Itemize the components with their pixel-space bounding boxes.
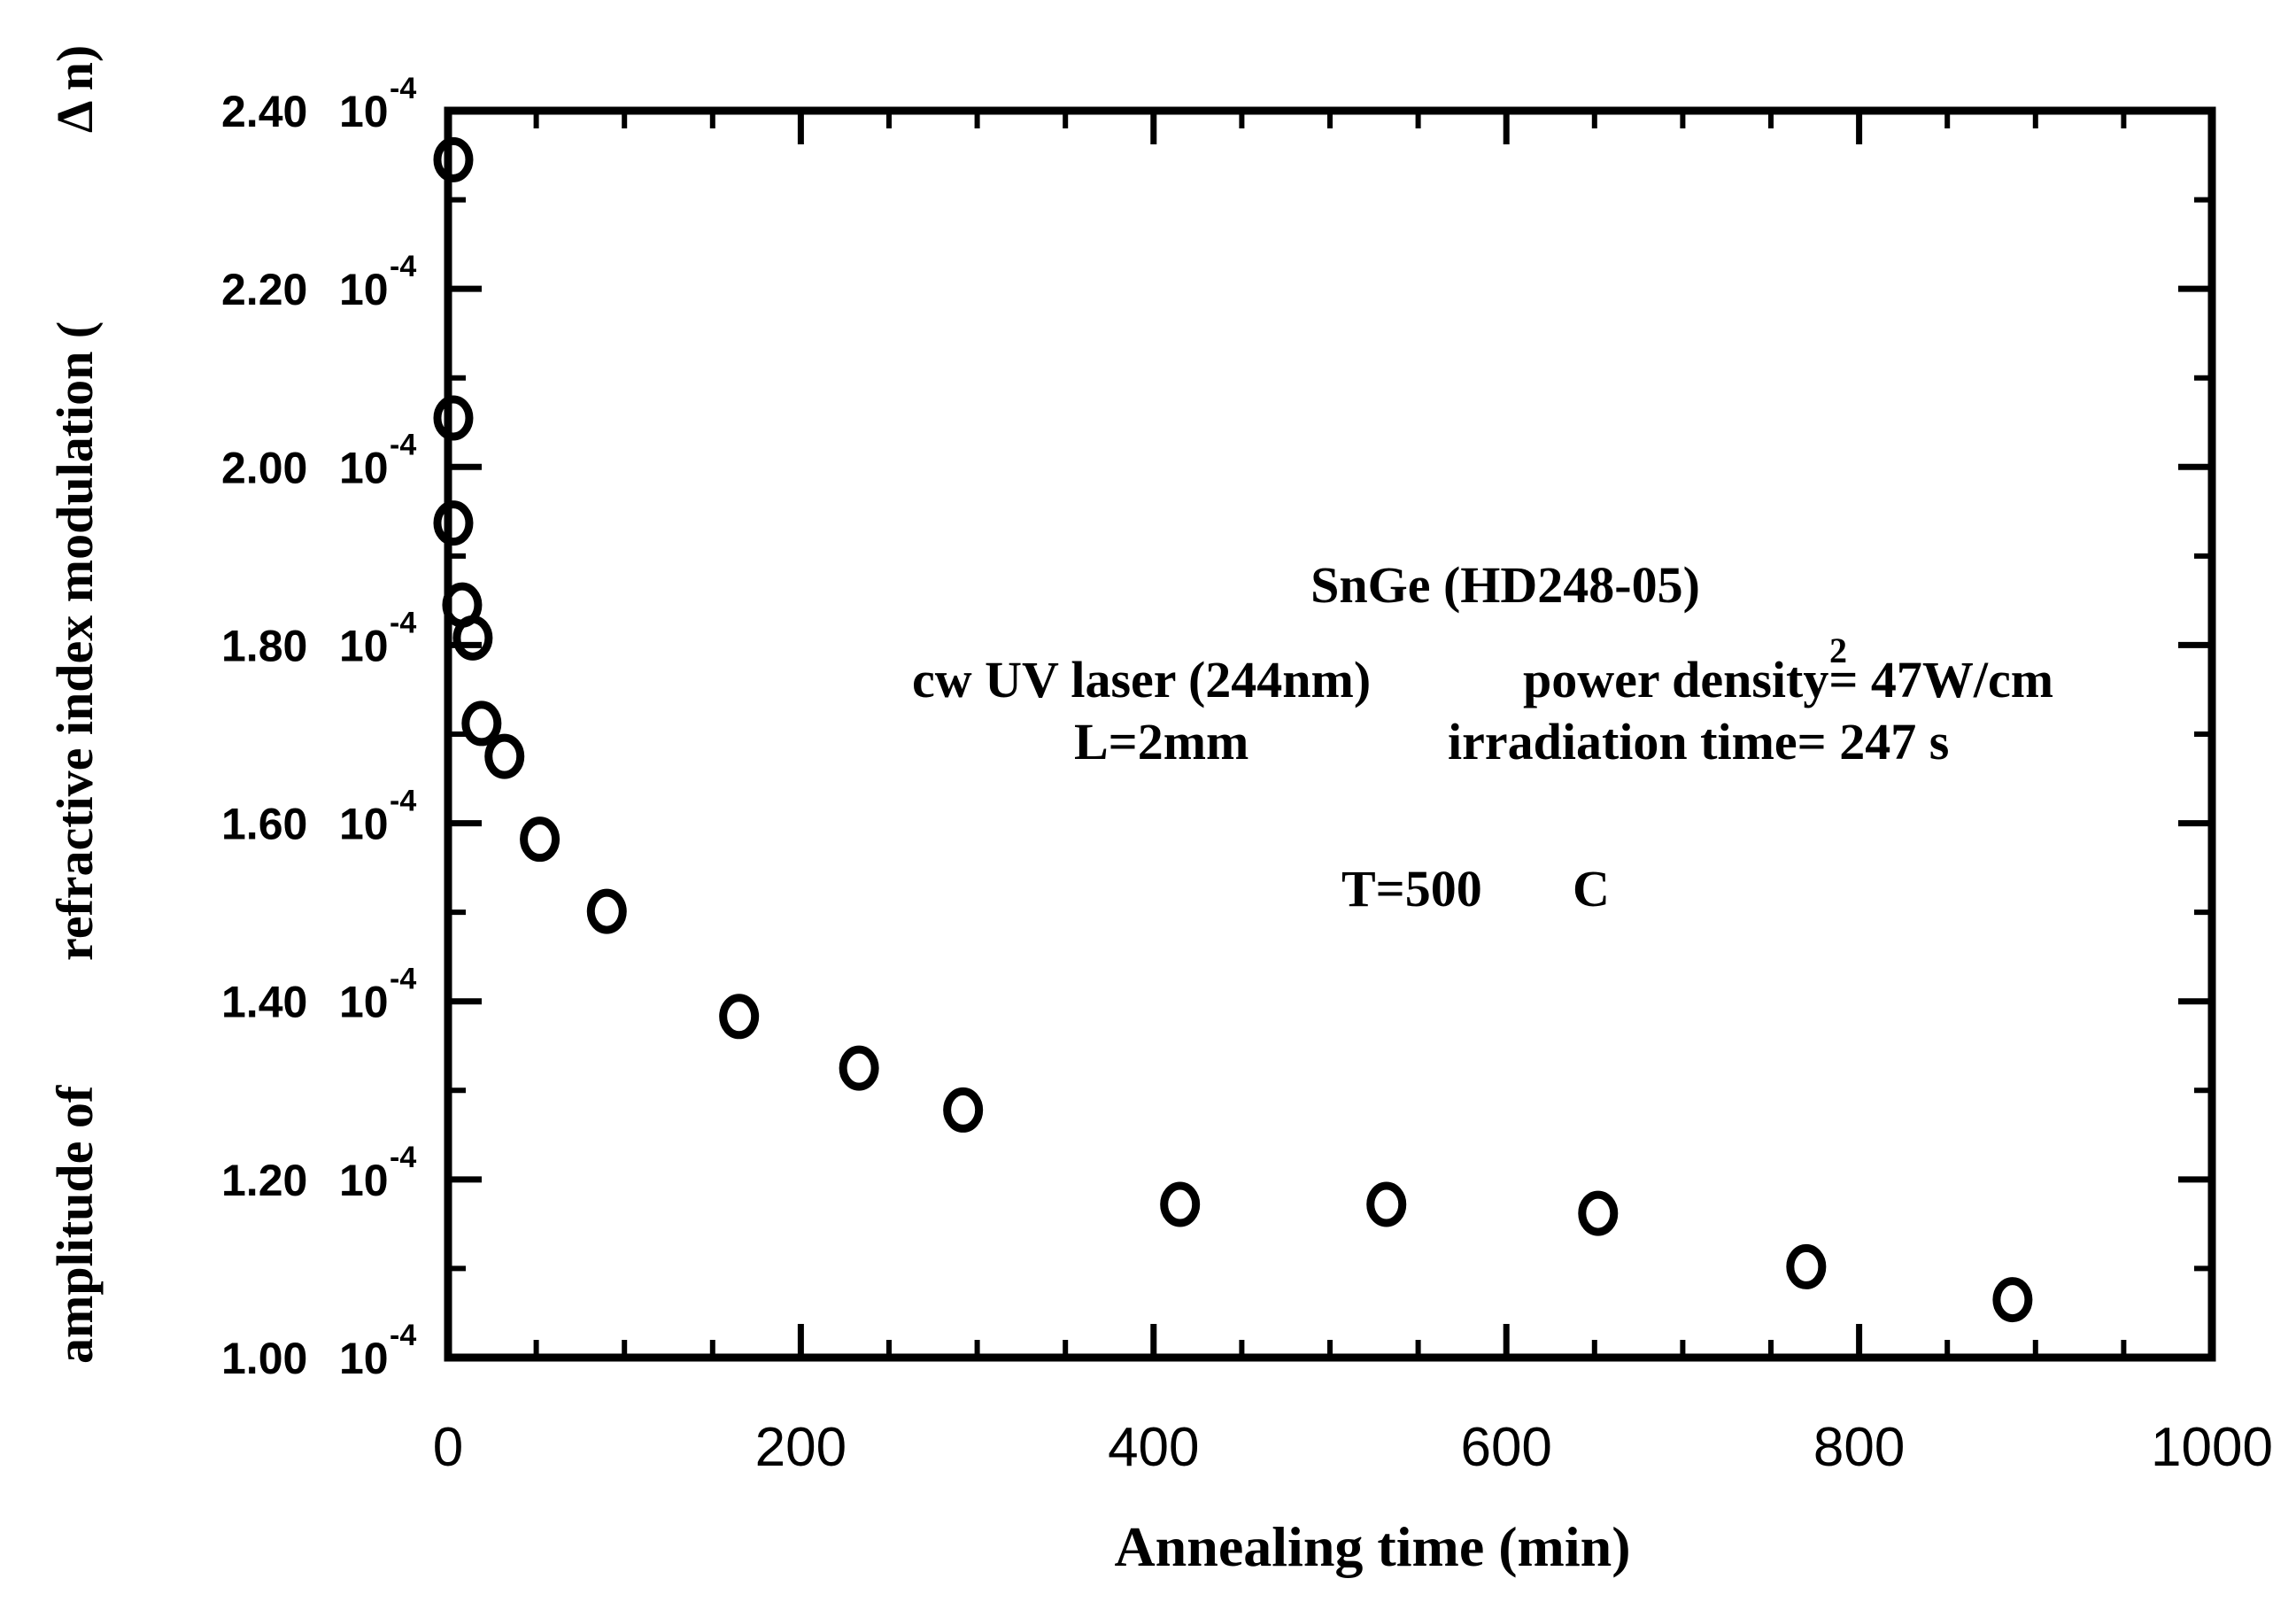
- y-minor-ticks: [448, 197, 2212, 1272]
- y-tick-base: 10: [339, 87, 389, 136]
- x-tick-label: 200: [755, 1417, 847, 1478]
- y-tick-mantissa: 2.40: [221, 87, 307, 136]
- y-tick-label: 1.20 10 -4: [221, 1141, 416, 1205]
- y-major-ticks: [448, 107, 2212, 1361]
- y-tick-exponent: -4: [390, 963, 416, 996]
- y-tick-exponent: -4: [390, 606, 416, 639]
- data-point: [1786, 1243, 1827, 1289]
- y-tick-base: 10: [339, 621, 389, 670]
- y-tick-mantissa: 1.60: [221, 800, 307, 849]
- data-point: [1160, 1181, 1201, 1227]
- data-point: [433, 500, 474, 546]
- data-point: [1578, 1190, 1619, 1236]
- x-tick-label: 600: [1460, 1417, 1551, 1478]
- data-point: [452, 615, 493, 661]
- x-major-ticks: [445, 111, 2215, 1358]
- y-axis-label-symbol: Δ n): [46, 45, 104, 133]
- data-point: [433, 395, 474, 441]
- y-axis-label: amplitude of refractive index modulation…: [46, 45, 104, 1364]
- data-point: [1992, 1277, 2033, 1323]
- y-tick-exponent: -4: [390, 785, 416, 818]
- x-minor-ticks: [533, 111, 2127, 1358]
- annotation-sample: SnGe (HD248-05): [1310, 556, 1700, 614]
- data-points: [433, 136, 2033, 1323]
- y-tick-exponent: -4: [390, 1141, 416, 1174]
- y-tick-base: 10: [339, 443, 389, 492]
- y-tick-base: 10: [339, 978, 389, 1027]
- data-point: [433, 136, 474, 182]
- x-tick-label: 1000: [2151, 1417, 2273, 1478]
- annotation-irradiation: irradiation time= 247 s: [1448, 713, 1949, 770]
- data-point: [461, 700, 502, 747]
- annotation-power: power density= 47W/cm: [1523, 651, 2053, 708]
- x-tick-label: 400: [1108, 1417, 1199, 1478]
- x-tick-label: 800: [1813, 1417, 1905, 1478]
- y-axis-label-prefix: amplitude of: [46, 1085, 104, 1364]
- y-tick-label: 1.60 10 -4: [221, 785, 416, 849]
- y-tick-mantissa: 1.80: [221, 621, 307, 670]
- y-tick-mantissa: 1.00: [221, 1334, 307, 1383]
- data-point: [943, 1087, 984, 1133]
- y-tick-label: 2.20 10 -4: [221, 250, 416, 314]
- annotation-power-superscript: 2: [1829, 631, 1847, 670]
- data-point: [719, 994, 760, 1040]
- y-tick-mantissa: 2.20: [221, 265, 307, 314]
- x-tick-label: 0: [433, 1417, 463, 1478]
- y-tick-mantissa: 2.00: [221, 443, 307, 492]
- y-tick-mantissa: 1.20: [221, 1156, 307, 1205]
- y-tick-exponent: -4: [390, 250, 416, 283]
- y-tick-label: 2.40 10 -4: [221, 72, 416, 136]
- data-point: [484, 733, 525, 779]
- data-point: [839, 1045, 879, 1091]
- data-point: [520, 816, 560, 863]
- y-tick-label: 2.00 10 -4: [221, 428, 416, 492]
- data-point: [1366, 1181, 1407, 1227]
- annotation-temperature: T=500: [1341, 860, 1482, 917]
- y-tick-label: 1.80 10 -4: [221, 606, 416, 670]
- x-axis-label: Annealing time (min): [1114, 1515, 1630, 1578]
- y-tick-exponent: -4: [390, 428, 416, 461]
- annotation-length: L=2mm: [1074, 713, 1248, 770]
- y-tick-label: 1.00 10 -4: [221, 1319, 416, 1383]
- y-tick-base: 10: [339, 1334, 389, 1383]
- x-tick-labels: 0 200 400 600 800 1000: [433, 1417, 2273, 1478]
- y-tick-labels: 1.00 10 -41.20 10 -41.40 10 -41.60 10 -41.80 10 -4…: [221, 72, 416, 1383]
- y-tick-exponent: -4: [390, 72, 416, 105]
- annotation-laser: cw UV laser (244nm): [912, 651, 1371, 708]
- y-tick-base: 10: [339, 800, 389, 849]
- y-tick-mantissa: 1.40: [221, 978, 307, 1027]
- data-point: [586, 888, 627, 934]
- annotation-temperature-unit: C: [1573, 860, 1610, 917]
- y-tick-label: 1.40 10 -4: [221, 963, 416, 1027]
- y-tick-base: 10: [339, 265, 389, 314]
- y-axis-label-main: refractive index modulation (: [46, 321, 104, 961]
- y-tick-exponent: -4: [390, 1319, 416, 1352]
- y-tick-base: 10: [339, 1156, 389, 1205]
